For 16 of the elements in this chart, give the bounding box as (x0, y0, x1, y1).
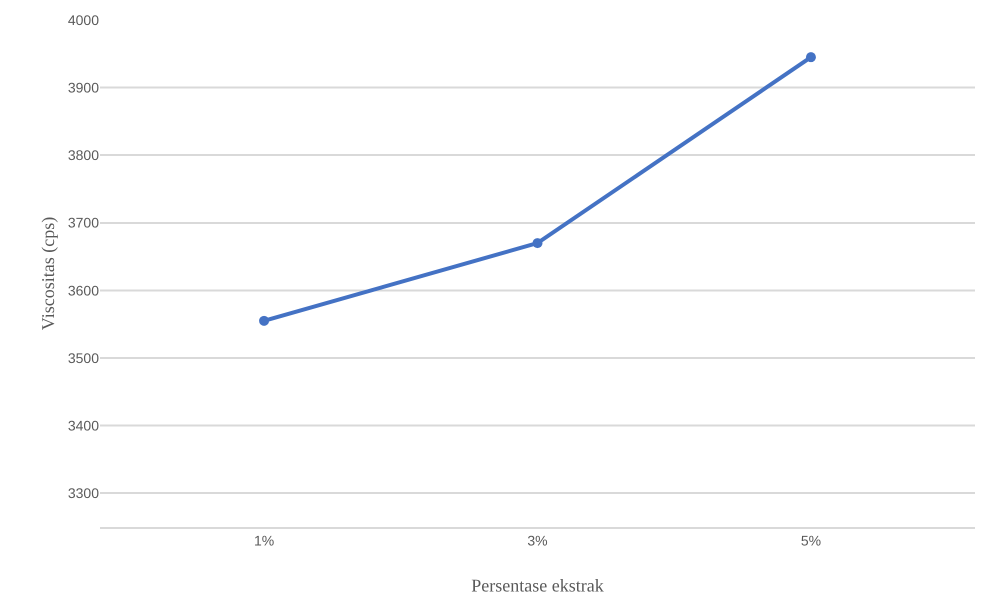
y-tick-label: 3400 (68, 418, 100, 434)
y-tick-label: 3600 (68, 282, 100, 298)
x-tick-label: 3% (527, 532, 548, 549)
y-axis-title: Viscositas (cps) (38, 216, 58, 330)
y-tick-label: 3500 (68, 350, 100, 366)
y-tick-label: 3800 (68, 147, 100, 164)
x-axis-title: Persentase ekstrak (471, 576, 604, 596)
point (806, 52, 816, 62)
y-tick-label: 3700 (68, 214, 100, 231)
y-tick-label: 4000 (68, 12, 100, 28)
point (532, 238, 542, 248)
y-tick-label: 3900 (68, 80, 100, 96)
x-tick-label: 1% (254, 532, 274, 549)
point (259, 316, 270, 326)
x-tick-label: 5% (800, 532, 822, 549)
y-tick-label: 3300 (68, 485, 100, 502)
